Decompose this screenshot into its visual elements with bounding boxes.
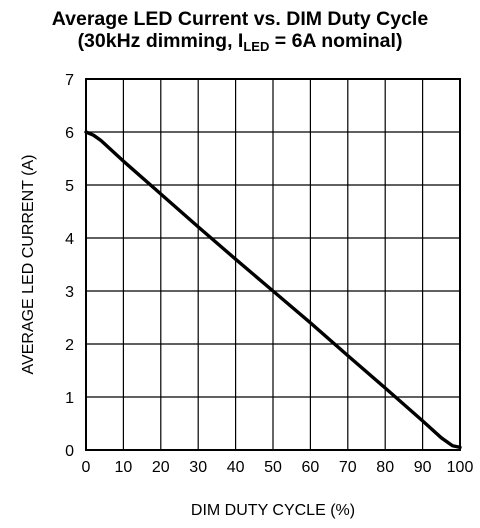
y-tick-label-4: 4 <box>65 231 74 248</box>
series-group <box>84 130 462 450</box>
x-tick-label-0: 0 <box>82 459 91 476</box>
x-tick-label-60: 60 <box>302 459 320 476</box>
x-tick-label-100: 100 <box>447 459 474 476</box>
series-line-0 <box>84 130 462 450</box>
y-tick-labels: 0 1 2 3 4 5 6 7 <box>65 72 74 460</box>
x-axis-label: DIM DUTY CYCLE (%) <box>191 502 355 519</box>
x-tick-label-80: 80 <box>376 459 394 476</box>
chart-subtitle: (30kHz dimming, ILED = 6A nominal) <box>0 30 480 54</box>
grid-lines <box>85 78 461 451</box>
x-tick-labels: 0 10 20 30 40 50 60 70 80 90 100 <box>82 459 474 476</box>
plot-frame <box>85 78 461 451</box>
y-tick-label-6: 6 <box>65 125 74 142</box>
x-tick-label-70: 70 <box>339 459 357 476</box>
subtitle-suffix: = 6A nominal) <box>269 30 403 52</box>
y-tick-label-2: 2 <box>65 337 74 354</box>
x-tick-label-20: 20 <box>152 459 170 476</box>
chart-title: Average LED Current vs. DIM Duty Cycle <box>51 8 429 30</box>
y-tick-label-1: 1 <box>65 390 74 407</box>
y-tick-label-3: 3 <box>65 284 74 301</box>
x-tick-label-50: 50 <box>264 459 282 476</box>
y-axis-label: AVERAGE LED CURRENT (A) <box>20 155 37 375</box>
x-tick-label-40: 40 <box>227 459 245 476</box>
x-tick-label-90: 90 <box>414 459 432 476</box>
x-tick-label-30: 30 <box>189 459 207 476</box>
x-tick-label-10: 10 <box>115 459 133 476</box>
y-tick-label-7: 7 <box>65 72 74 89</box>
y-tick-label-5: 5 <box>65 178 74 195</box>
subtitle-subscript: LED <box>243 39 270 54</box>
subtitle-prefix: (30kHz dimming, I <box>77 30 244 52</box>
y-tick-label-0: 0 <box>65 443 74 460</box>
